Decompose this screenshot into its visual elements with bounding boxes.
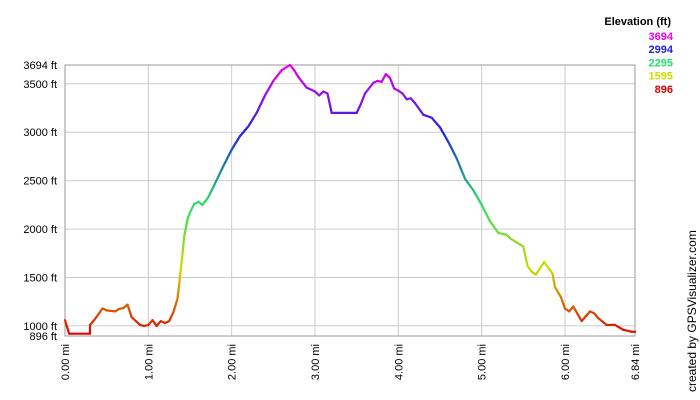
- axes: 0.00 mi 1.00 mi 2.00 mi 3.00 mi 4.00 mi 5.00 …: [23, 60, 642, 380]
- legend-entry: 2295: [649, 57, 673, 69]
- legend-entry: 2994: [649, 44, 674, 56]
- x-tick-label: 3.00 mi: [310, 344, 322, 380]
- x-tick-label: 2.00 mi: [227, 344, 239, 380]
- x-tick-label: 0.00 mi: [60, 344, 72, 380]
- y-tick-label: 3500 ft: [23, 79, 57, 91]
- x-tick-label: 5.00 mi: [477, 344, 489, 380]
- credit-text: created by GPSVisualizer.com: [685, 230, 699, 392]
- profile-segment: [509, 237, 519, 244]
- y-tick-label: 2000 ft: [23, 224, 57, 236]
- profile-segment: [622, 328, 633, 333]
- x-tick-label: 6.84 mi: [630, 344, 642, 380]
- legend-entry: 896: [655, 84, 673, 96]
- y-tick-label: 3000 ft: [23, 127, 57, 139]
- y-tick-label: 1000 ft: [23, 321, 57, 333]
- x-tick-label: 4.00 mi: [393, 344, 405, 380]
- elevation-profile-line: [63, 63, 637, 335]
- profile-segment: [422, 113, 433, 119]
- gridlines: [65, 65, 635, 336]
- profile-segment: [105, 309, 117, 313]
- x-tick-label: 1.00 mi: [143, 344, 155, 380]
- legend-entry: 1595: [649, 71, 673, 83]
- profile-segment: [497, 231, 508, 236]
- legend-title: Elevation (ft): [604, 16, 671, 28]
- plot-frame: [64, 64, 636, 337]
- y-tick-label: 896 ft: [29, 331, 57, 343]
- y-tick-label: 3694 ft: [23, 60, 57, 72]
- x-tick-label: 6.00 mi: [560, 344, 572, 380]
- y-tick-label: 2500 ft: [23, 176, 57, 188]
- legend-entry: 3694: [649, 31, 674, 43]
- profile-segment: [305, 86, 317, 93]
- y-tick-label: 1500 ft: [23, 272, 57, 284]
- profile-segment: [515, 241, 525, 248]
